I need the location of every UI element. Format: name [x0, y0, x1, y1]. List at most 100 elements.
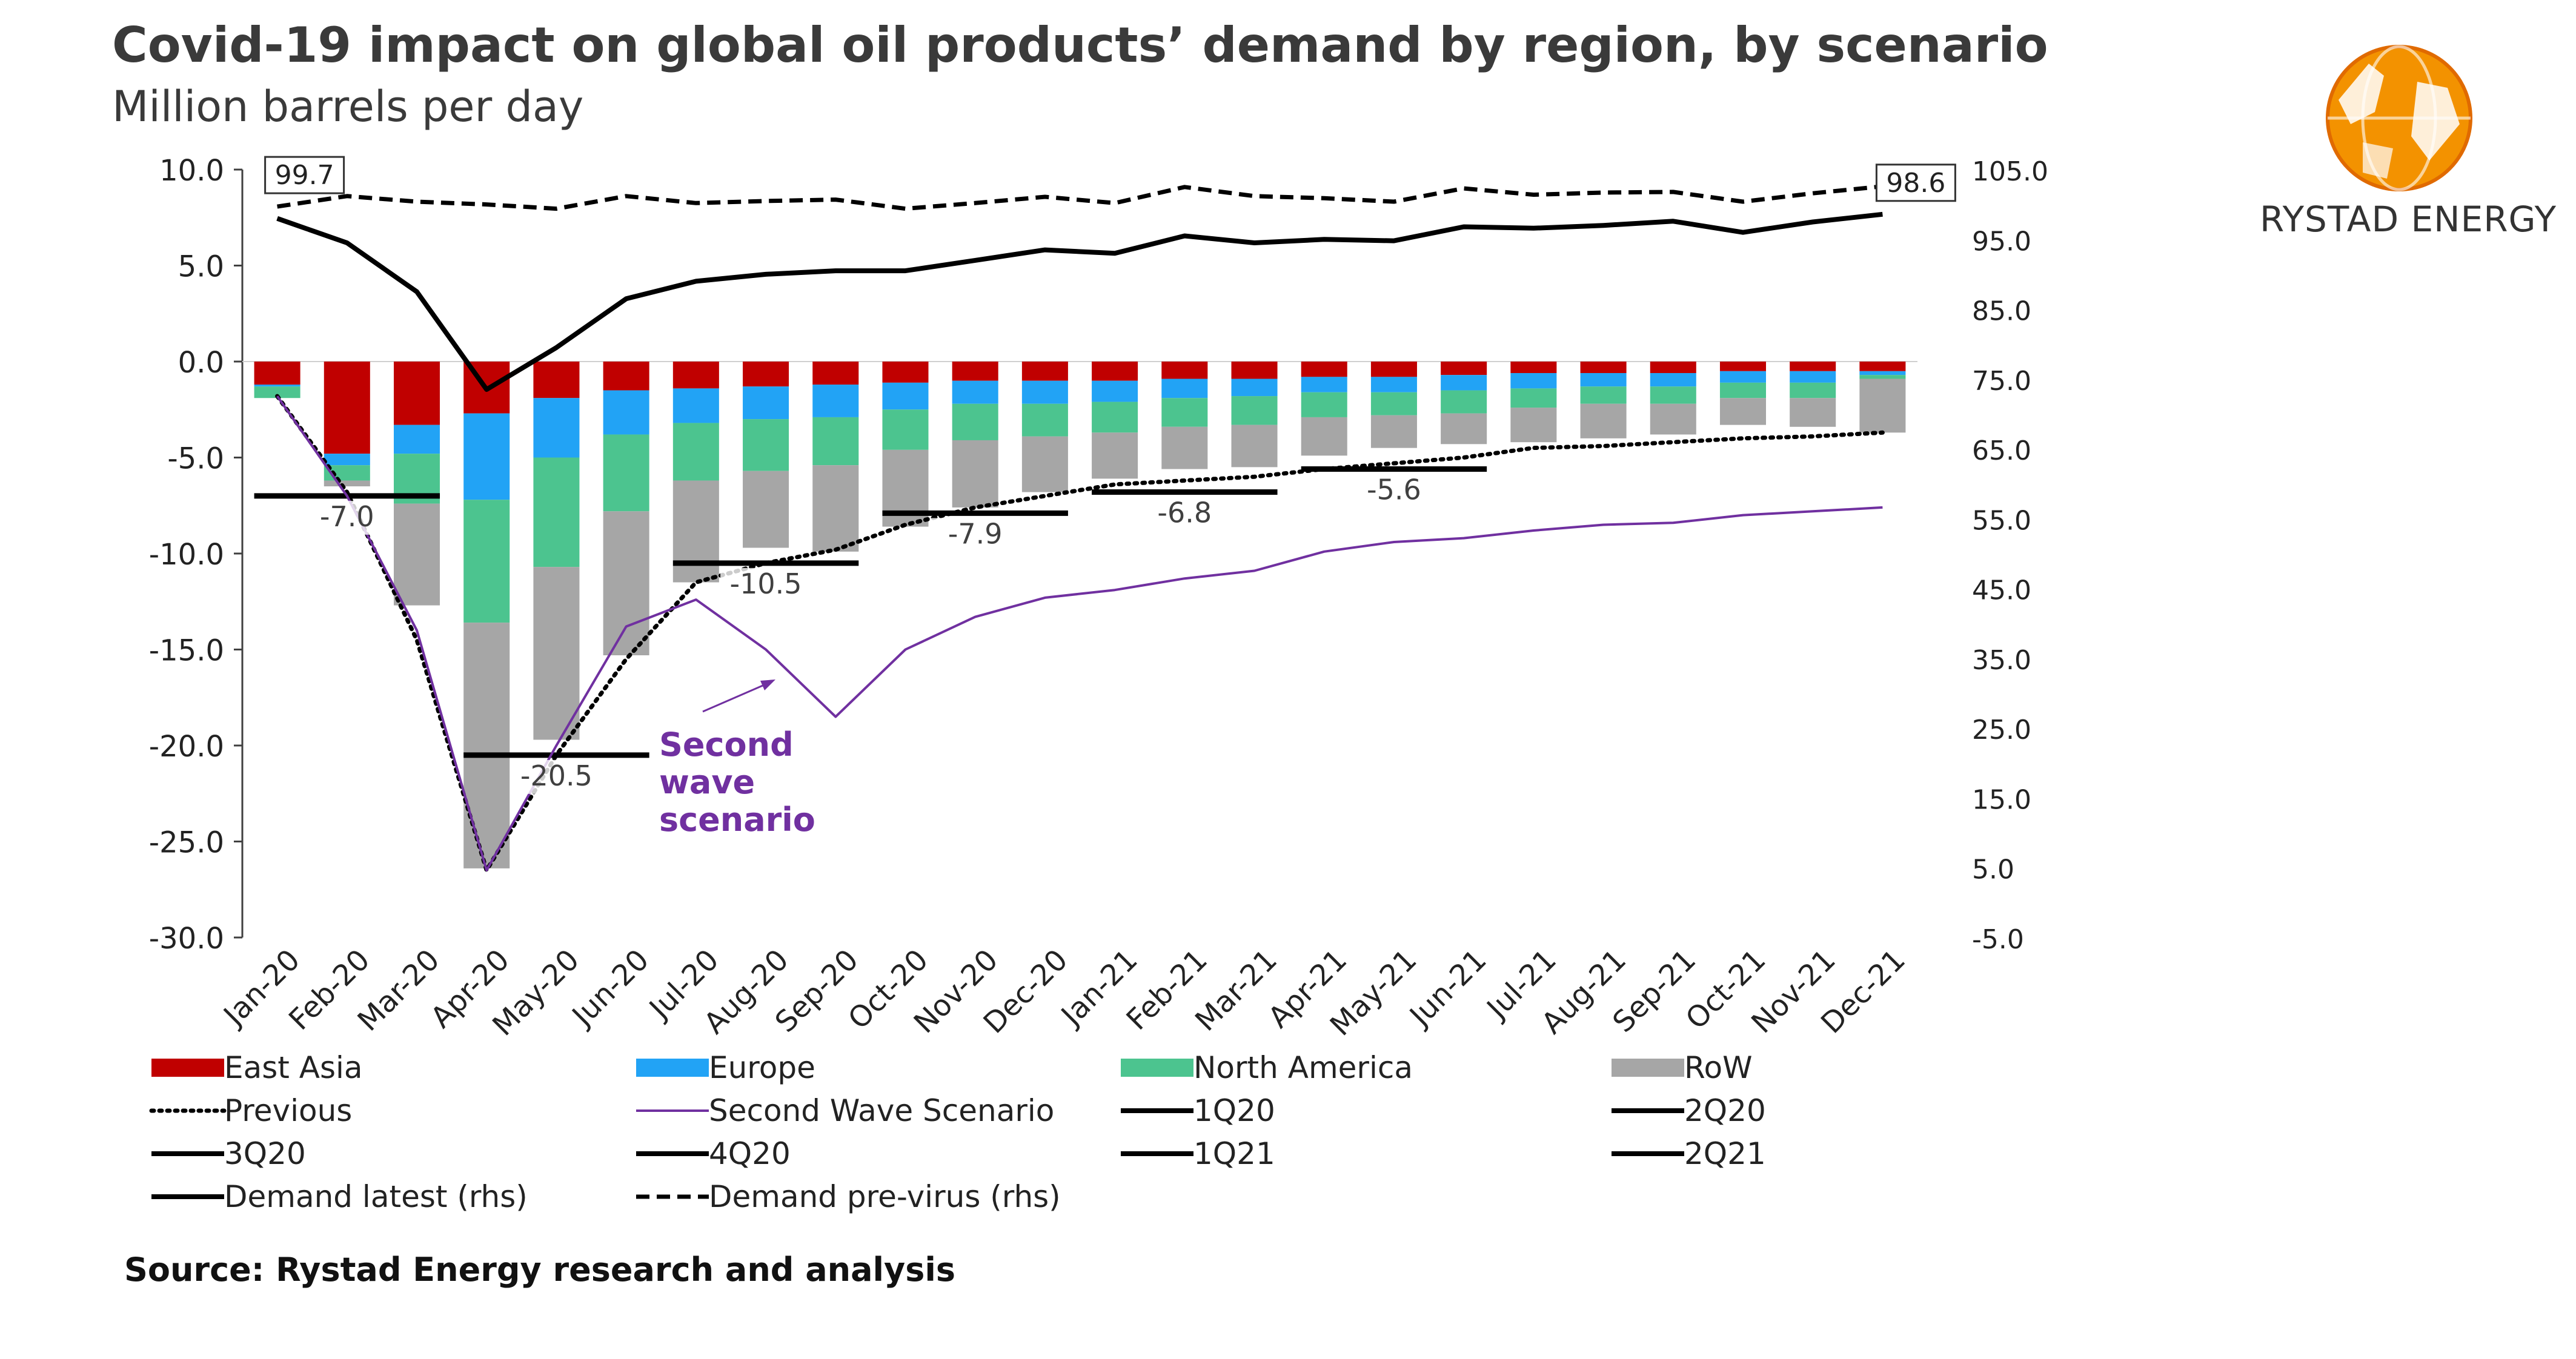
bar-segment [1719, 382, 1766, 398]
bar-segment [1510, 373, 1557, 389]
right-axis-tick-label: 35.0 [1972, 645, 2031, 676]
bar-segment [1301, 392, 1347, 417]
bar-segment [952, 403, 998, 440]
bar-segment [1650, 386, 1696, 404]
legend-label: RoW [1684, 1050, 1753, 1085]
bar-segment [812, 385, 859, 417]
series-lines [254, 184, 1885, 873]
legend-label: 4Q20 [709, 1136, 791, 1171]
left-axis-tick-label: -30.0 [149, 922, 224, 956]
bar-segment [603, 390, 649, 435]
bar-segment [254, 385, 300, 387]
legend-swatch [151, 1059, 224, 1077]
bar-segment [1161, 379, 1208, 398]
bar-segment [1859, 371, 1906, 375]
bar-segment [952, 440, 998, 508]
right-axis-tick-label: 5.0 [1972, 855, 2014, 885]
bar-segment [1370, 392, 1417, 415]
quarter-label-bg [1139, 497, 1230, 531]
bar-segment [1021, 403, 1068, 437]
bar-segment [812, 417, 859, 466]
bar-segment [1580, 373, 1627, 387]
data-labels: -7.0 -20.5 -10.5 -7.9 -6.8 -5.6 99.7 98.6 [264, 156, 1956, 794]
annotation-arrow [702, 680, 773, 713]
bar-segment [1441, 390, 1487, 414]
bar-segment [952, 362, 998, 381]
annotation-line: Second [659, 726, 794, 764]
right-axis-tick-label: 55.0 [1972, 505, 2031, 536]
bar-segment [1370, 415, 1417, 448]
left-axis-tick-label: -15.0 [149, 634, 224, 668]
left-axis-tick-label: 10.0 [159, 154, 224, 188]
legend-label: 1Q21 [1193, 1136, 1275, 1171]
quarter-average-label: -5.6 [1367, 474, 1421, 506]
bar-segment [1231, 362, 1278, 379]
bar-segment [952, 380, 998, 404]
bar-segment [254, 386, 300, 398]
bar-segment [463, 623, 510, 868]
bar-segment [882, 362, 929, 383]
legend-label: North America [1193, 1050, 1413, 1085]
bar-segment [1161, 426, 1208, 469]
bar-segment [882, 409, 929, 450]
annotation-line: scenario [659, 801, 815, 839]
bar-segment [1859, 375, 1906, 379]
quarter-average-label: -7.9 [948, 517, 1003, 550]
quarter-label-bg [720, 567, 812, 602]
bar-segment [1370, 362, 1417, 377]
bar-segment [1859, 362, 1906, 371]
bar-segment [1231, 379, 1278, 397]
bar-segment [812, 465, 859, 552]
left-axis-tick-label: -10.0 [149, 538, 224, 572]
legend-swatch [636, 1059, 709, 1077]
bar-segment [1441, 413, 1487, 445]
bar-segment [324, 454, 370, 466]
right-axis-tick-label: 105.0 [1972, 156, 2048, 187]
bar-segment [1092, 362, 1138, 381]
legend-label: Demand pre-virus (rhs) [709, 1179, 1061, 1214]
chart-subtitle: Million barrels per day [112, 82, 584, 131]
bar-segment [1161, 362, 1208, 379]
series-line [276, 395, 1883, 871]
bar-segment [394, 425, 440, 454]
legend-label: 2Q20 [1684, 1093, 1766, 1128]
bar-segment [1092, 402, 1138, 433]
left-axis-tick-label: -5.0 [167, 442, 224, 476]
right-axis-tick-label: 75.0 [1972, 366, 2031, 397]
rystad-globe-icon [2326, 45, 2472, 191]
legend-label: 1Q20 [1193, 1093, 1275, 1128]
bar-segment [324, 362, 370, 454]
bar-segment [1370, 377, 1417, 392]
bar-segment [1580, 362, 1627, 374]
category-label: Jun-21 [1402, 943, 1493, 1034]
bar-segment [394, 503, 440, 606]
bar-segment [1231, 425, 1278, 468]
quarter-label-bg [301, 500, 393, 535]
bar-segment [1092, 380, 1138, 402]
value-label: 99.7 [275, 160, 334, 191]
legend-label: 2Q21 [1684, 1136, 1766, 1171]
quarter-average-label: -6.8 [1157, 497, 1212, 529]
bar-segment [1719, 371, 1766, 383]
bar-segment [1580, 386, 1627, 404]
value-label: 98.6 [1886, 168, 1945, 199]
quarter-average-label: -10.5 [730, 567, 802, 600]
bar-segment [394, 362, 440, 425]
right-axis-tick-label: 25.0 [1972, 715, 2031, 746]
right-axis-tick-label: 95.0 [1972, 226, 2031, 257]
left-axis-tick-label: 5.0 [178, 250, 224, 284]
bar-segment [743, 362, 789, 387]
right-axis-tick-label: -5.0 [1972, 924, 2024, 955]
value-label-box [1875, 164, 1956, 202]
bar-segment [743, 386, 789, 420]
bar-segment [1301, 377, 1347, 392]
bar-segment [1719, 362, 1766, 371]
bar-segment [1719, 398, 1766, 425]
category-label: Jun-20 [565, 943, 656, 1034]
bar-segment [603, 434, 649, 512]
bar-segment [1650, 403, 1696, 435]
legend-label: East Asia [224, 1050, 363, 1085]
quarter-average-label: -20.5 [520, 759, 593, 792]
bar-segment [254, 362, 300, 385]
